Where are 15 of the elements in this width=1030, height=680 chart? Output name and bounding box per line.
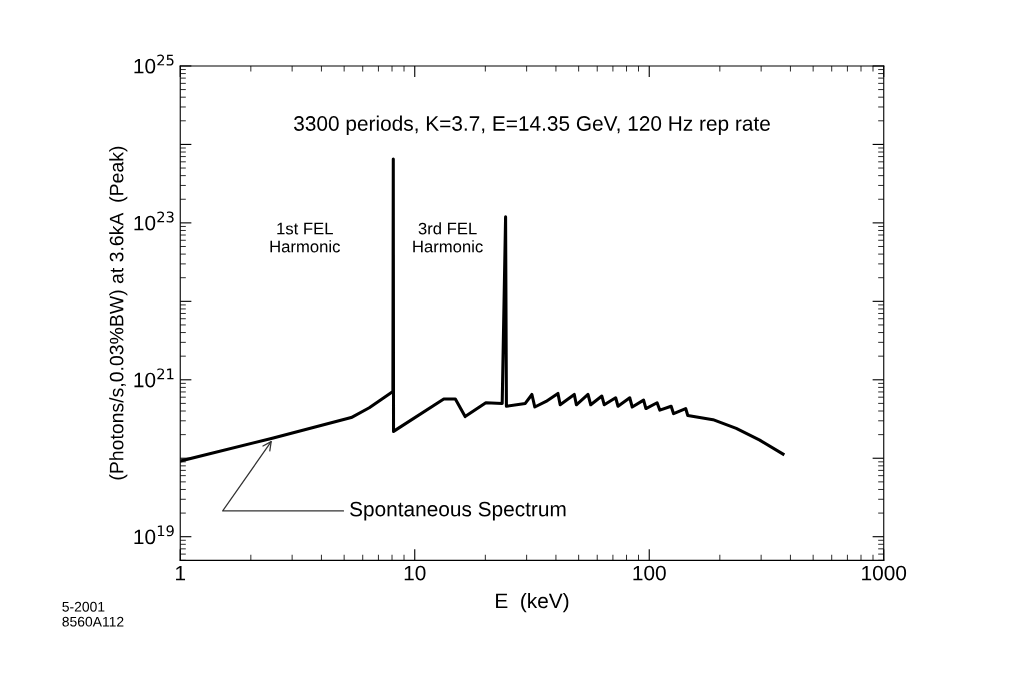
x-tick-label: 1000 [862, 565, 907, 581]
y-tick-label: 10$^{19}$ [134, 525, 174, 545]
y-tick-label: 10$^{21}$ [134, 368, 174, 388]
annotation: 3300 periods, K=3.7, E=14.35 GeV, 120 Hz rep rate [294, 115, 770, 135]
annotation: Spontaneous Spectrum [350, 501, 566, 521]
x-axis-title: E (keV) [496, 592, 569, 613]
y-axis-title: (Photons/s,0.03%BW) at 3.6kA (Peak) [109, 146, 128, 480]
x-tick-label: 100 [633, 565, 666, 581]
annotation: 1st FEL Harmonic [270, 222, 340, 253]
y-tick-label: 10$^{23}$ [134, 211, 174, 231]
x-tick-label: 1 [176, 565, 186, 581]
y-tick-label: 10$^{25}$ [134, 54, 174, 74]
text: 5-2001 8560A112 [62, 601, 124, 627]
x-tick-label: 10 [404, 565, 426, 581]
annotation: 3rd FEL Harmonic [413, 222, 483, 253]
